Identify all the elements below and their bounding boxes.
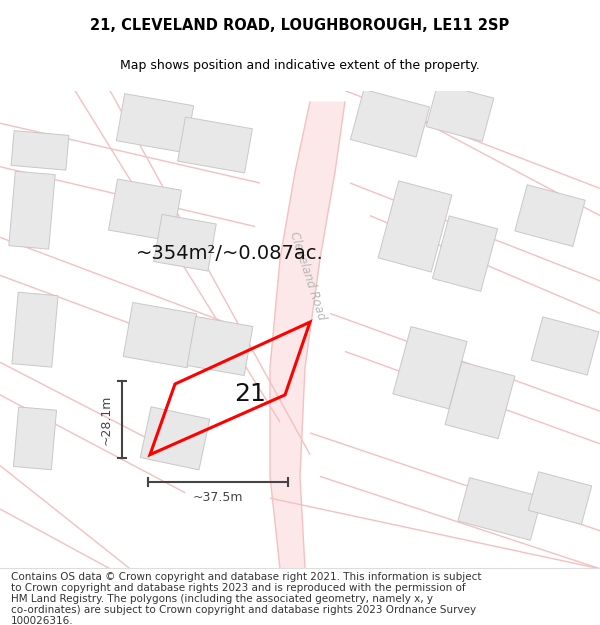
- Polygon shape: [270, 101, 345, 569]
- Text: Cleveland Road: Cleveland Road: [287, 229, 328, 321]
- Polygon shape: [378, 181, 452, 272]
- Polygon shape: [433, 216, 497, 291]
- Text: ~37.5m: ~37.5m: [193, 491, 243, 504]
- Polygon shape: [426, 83, 494, 141]
- Text: 100026316.: 100026316.: [11, 616, 73, 625]
- Polygon shape: [187, 316, 253, 376]
- Polygon shape: [12, 292, 58, 367]
- Polygon shape: [154, 214, 216, 271]
- Text: to Crown copyright and database rights 2023 and is reproduced with the permissio: to Crown copyright and database rights 2…: [11, 582, 466, 592]
- Polygon shape: [123, 302, 197, 368]
- Text: Map shows position and indicative extent of the property.: Map shows position and indicative extent…: [120, 59, 480, 72]
- Polygon shape: [515, 185, 585, 246]
- Text: 21, CLEVELAND ROAD, LOUGHBOROUGH, LE11 2SP: 21, CLEVELAND ROAD, LOUGHBOROUGH, LE11 2…: [91, 18, 509, 33]
- Polygon shape: [445, 362, 515, 439]
- Polygon shape: [116, 94, 194, 153]
- Text: 21: 21: [234, 382, 266, 406]
- Polygon shape: [178, 117, 253, 173]
- Polygon shape: [531, 317, 599, 375]
- Polygon shape: [393, 327, 467, 409]
- Polygon shape: [13, 407, 56, 470]
- Polygon shape: [109, 179, 182, 241]
- Text: HM Land Registry. The polygons (including the associated geometry, namely x, y: HM Land Registry. The polygons (includin…: [11, 594, 433, 604]
- Polygon shape: [528, 472, 592, 524]
- Polygon shape: [9, 171, 55, 249]
- Polygon shape: [140, 407, 210, 470]
- Polygon shape: [458, 478, 542, 540]
- Text: Contains OS data © Crown copyright and database right 2021. This information is : Contains OS data © Crown copyright and d…: [11, 571, 481, 581]
- Text: co-ordinates) are subject to Crown copyright and database rights 2023 Ordnance S: co-ordinates) are subject to Crown copyr…: [11, 605, 476, 615]
- Text: ~28.1m: ~28.1m: [100, 394, 113, 444]
- Text: ~354m²/~0.087ac.: ~354m²/~0.087ac.: [136, 244, 324, 263]
- Polygon shape: [11, 131, 69, 170]
- Polygon shape: [350, 89, 430, 157]
